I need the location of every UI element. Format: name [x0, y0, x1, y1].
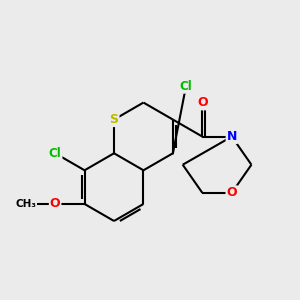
Text: O: O [197, 96, 208, 110]
Text: S: S [110, 113, 118, 126]
Text: Cl: Cl [49, 147, 62, 160]
Text: O: O [226, 186, 237, 200]
Text: Cl: Cl [180, 80, 192, 93]
Text: N: N [226, 130, 237, 143]
Text: O: O [50, 197, 60, 211]
Text: CH₃: CH₃ [15, 199, 36, 209]
